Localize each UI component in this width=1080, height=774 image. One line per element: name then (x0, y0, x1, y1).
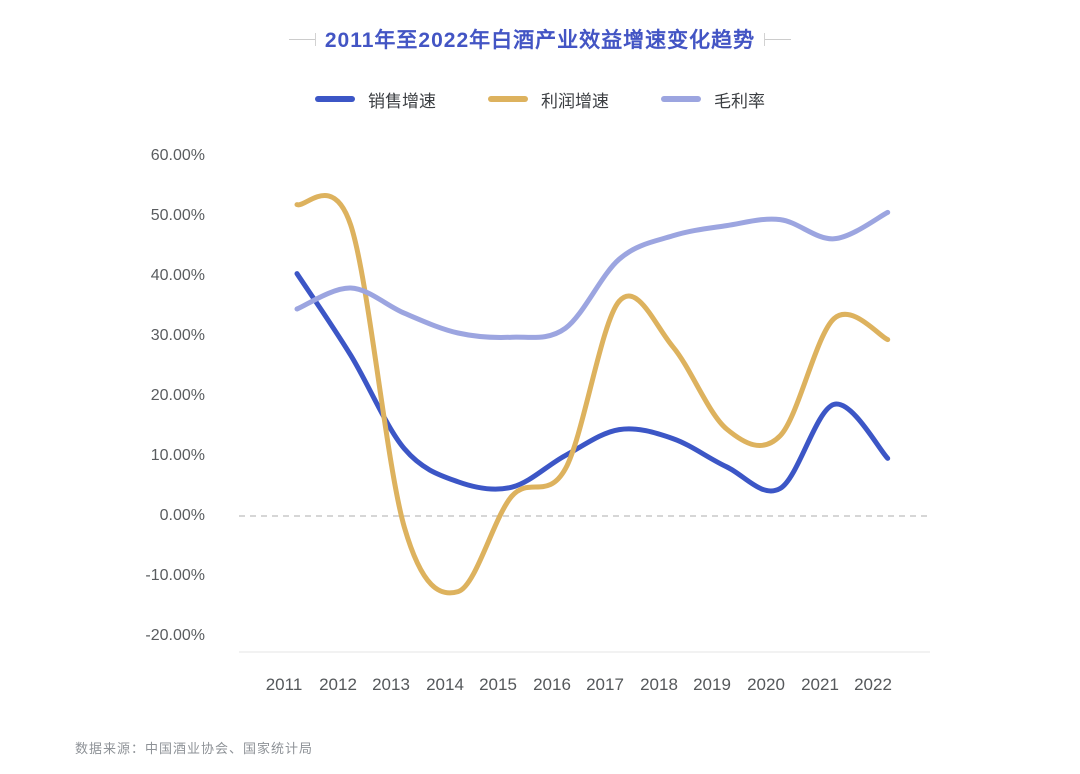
y-tick-label: 0.00% (159, 507, 205, 524)
x-tick-label: 2011 (265, 675, 303, 694)
sales-growth-swatch-icon (315, 96, 355, 102)
x-tick-label: 2020 (747, 675, 785, 694)
source-note: 数据来源：中国酒业协会、国家统计局 (75, 741, 314, 756)
gross-margin-swatch-icon (661, 96, 701, 102)
x-tick-label: 2019 (693, 675, 731, 694)
y-tick-label: -10.00% (145, 567, 205, 584)
x-tick-label: 2022 (854, 675, 892, 694)
x-tick-label: 2018 (640, 675, 678, 694)
legend-label: 毛利率 (714, 91, 765, 111)
gross-margin-line[interactable] (294, 209, 891, 340)
x-tick-label: 2017 (586, 675, 624, 694)
x-tick-label: 2021 (801, 675, 839, 694)
x-tick-label: 2012 (319, 675, 357, 694)
y-tick-label: 30.00% (150, 327, 205, 344)
legend-label: 销售增速 (368, 91, 436, 111)
profit-growth-swatch-icon (488, 96, 528, 102)
legend-label: 利润增速 (541, 91, 609, 111)
legend-item-profit-growth[interactable]: 利润增速 (488, 87, 609, 112)
x-tick-label: 2016 (533, 675, 571, 694)
legend-item-gross-margin[interactable]: 毛利率 (661, 87, 765, 112)
y-tick-label: 40.00% (150, 267, 205, 284)
x-tick-label: 2014 (426, 675, 464, 694)
y-tick-label: -20.00% (145, 627, 205, 644)
y-tick-label: 10.00% (150, 447, 205, 464)
page-title: 2011年至2022年白酒产业效益增速变化趋势 (324, 29, 756, 52)
title-bracket-right-icon (764, 32, 792, 46)
legend: 销售增速 利润增速 毛利率 (0, 86, 1080, 112)
title-row: 2011年至2022年白酒产业效益增速变化趋势 (0, 22, 1080, 56)
legend-item-sales-growth[interactable]: 销售增速 (315, 87, 436, 112)
profit-growth-line[interactable] (294, 193, 891, 596)
x-tick-label: 2013 (372, 675, 410, 694)
title-bracket-left-icon (288, 32, 316, 46)
y-tick-label: 60.00% (150, 147, 205, 164)
x-tick-label: 2015 (479, 675, 517, 694)
y-tick-label: 20.00% (150, 387, 205, 404)
y-tick-label: 50.00% (150, 207, 205, 224)
